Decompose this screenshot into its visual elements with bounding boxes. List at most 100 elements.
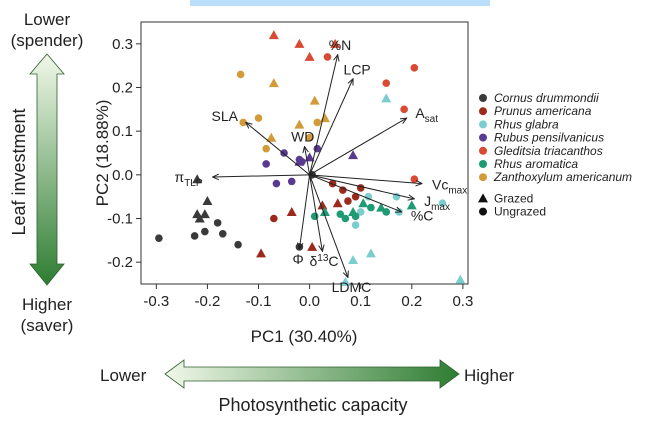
data-points	[155, 30, 466, 286]
triangle-point	[192, 209, 203, 219]
circle-point	[234, 240, 242, 249]
triangle-point	[268, 78, 279, 88]
loading-arrow	[305, 146, 311, 175]
y-tick-label: 0.2	[112, 80, 133, 97]
legend-shape-label: Grazed	[494, 191, 533, 205]
circle-point	[218, 229, 227, 238]
triangle-point	[286, 206, 297, 216]
circle-point	[262, 160, 270, 168]
legend-label: Gleditsia triacanthos	[494, 144, 603, 158]
circle-point	[323, 53, 332, 61]
circle-point	[339, 186, 347, 194]
circle-point	[270, 214, 278, 223]
circle-point	[254, 114, 263, 122]
triangle-point	[358, 198, 369, 208]
legend-marker	[479, 94, 487, 102]
higher-capacity-label: Higher	[464, 366, 514, 385]
loading-arrow	[309, 174, 402, 212]
lower-capacity-label: Lower	[100, 366, 147, 385]
circle-point	[262, 144, 270, 153]
x-tick-label: -0.2	[194, 293, 220, 310]
loading-label: %C	[411, 208, 434, 224]
loading-label: %N	[329, 37, 352, 53]
legend-label: Rubus pensilvanicus	[494, 131, 604, 145]
triangle-point	[340, 276, 351, 286]
circle-point	[410, 64, 419, 72]
loading-label: Jmax	[424, 193, 450, 213]
bottom-label-line2: (saver)	[21, 316, 74, 335]
circle-point	[272, 179, 281, 188]
triangle-point	[294, 38, 305, 48]
loading-arrow	[213, 175, 310, 177]
loading-arrow	[309, 118, 407, 176]
x-axis-label: PC1 (30.40%)	[251, 327, 358, 346]
loading-arrow	[309, 55, 338, 175]
circle-point	[364, 192, 373, 201]
circle-point	[382, 208, 391, 216]
bottom-label-line1: Higher	[22, 295, 72, 314]
triangle-point	[406, 200, 417, 210]
y-axis-label: PC2 (18.88%)	[93, 100, 112, 207]
circle-point	[155, 234, 163, 242]
y-tick-label: 0.1	[112, 123, 133, 140]
y-tick-label: -0.1	[107, 211, 133, 228]
triangle-point	[266, 132, 277, 142]
loading-arrow	[309, 174, 323, 251]
circle-point	[328, 179, 337, 188]
legend-label: Zanthoxylum americanum	[493, 170, 632, 184]
triangle-point	[381, 93, 392, 103]
loading-arrow	[309, 79, 353, 176]
top-label-line1: Lower	[24, 10, 71, 29]
loading-arrow	[246, 122, 310, 176]
photosynthetic-capacity-arrow	[164, 359, 460, 389]
legend-marker	[479, 173, 487, 182]
loading-arrow	[309, 174, 415, 199]
loading-label: WD	[291, 129, 314, 145]
circle-point	[305, 133, 314, 142]
x-tick-label: -0.1	[246, 293, 272, 310]
circle-point	[382, 79, 391, 87]
legend-label: Prunus americana	[494, 104, 592, 118]
axis-ticks: -0.3 -0.2 -0.1 0.0 0.1 0.2 0.3 -0.2 -0.1 0.0 0.1 0.…	[107, 36, 473, 310]
triangle-point	[294, 119, 305, 129]
legend-label: Rhus glabra	[494, 117, 559, 131]
loading-label: SLA	[212, 108, 239, 124]
triangle-point	[202, 196, 213, 206]
triangle-point	[330, 38, 341, 48]
triangle-point	[304, 51, 315, 61]
triangle-point	[365, 248, 376, 258]
legend-ungrazed-marker	[479, 207, 487, 216]
triangle-point	[307, 241, 318, 251]
legend-label: Cornus drummondii	[494, 91, 599, 105]
circle-point	[351, 212, 360, 221]
circle-point	[201, 227, 209, 236]
triangle-point	[309, 95, 320, 105]
legend-grazed-marker	[478, 193, 488, 203]
triangle-point	[256, 248, 267, 258]
circle-point	[213, 219, 222, 227]
y-tick-label: -0.2	[107, 254, 133, 271]
circle-point	[287, 177, 296, 186]
circle-point	[356, 208, 365, 216]
legend-marker	[479, 107, 487, 116]
loading-label: πTLP	[175, 169, 203, 189]
circle-point	[356, 184, 365, 192]
loading-label: Vcmax	[432, 176, 467, 196]
legend-marker	[479, 120, 487, 129]
triangle-point	[319, 206, 330, 216]
x-tick-label: 0.1	[350, 293, 371, 310]
loading-label: Asat	[415, 105, 438, 125]
y-tick-label: 0.0	[112, 167, 133, 184]
photosynthetic-capacity-label: Photosynthetic capacity	[218, 395, 407, 415]
leaf-investment-arrow	[29, 53, 65, 286]
x-tick-label: 0.2	[401, 293, 422, 310]
loading-label: LDMC	[332, 279, 372, 295]
circle-point	[438, 199, 447, 208]
triangle-point	[455, 274, 466, 284]
triangle-point	[199, 209, 210, 219]
leaf-investment-label: Leaf investment	[9, 108, 29, 235]
legend-marker	[479, 133, 487, 142]
